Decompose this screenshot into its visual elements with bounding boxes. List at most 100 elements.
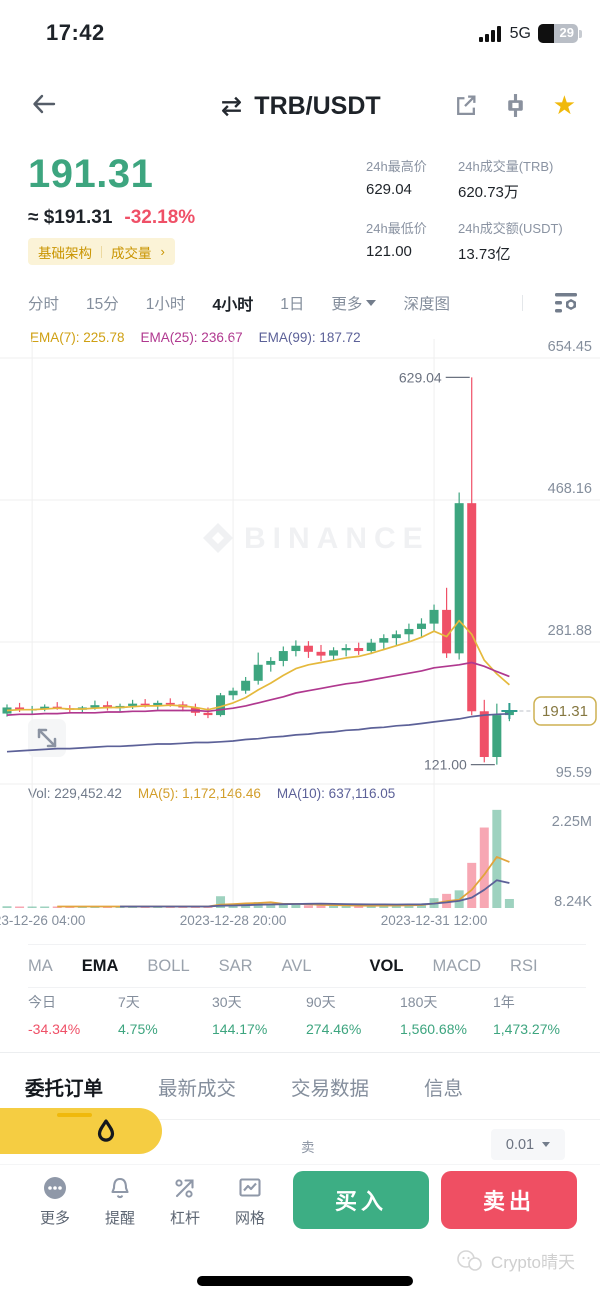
tab-timeframe-minute[interactable]: 分时: [28, 296, 60, 313]
tab-timeframe-1h[interactable]: 1小时: [145, 296, 186, 313]
ema25-legend: EMA(25): 236.67: [140, 330, 243, 345]
signal-icon: [478, 25, 503, 43]
candle: [203, 712, 213, 716]
home-indicator[interactable]: [197, 1276, 413, 1286]
pair-title-group[interactable]: TRB/USDT: [0, 92, 600, 121]
more-button[interactable]: 更多: [27, 1175, 83, 1228]
candle: [140, 703, 150, 706]
candle: [416, 623, 426, 629]
candle: [492, 715, 502, 758]
favorite-star-icon[interactable]: ★: [552, 90, 576, 120]
perf-value: 144.17%: [212, 1021, 268, 1037]
tab-timeframe-15m[interactable]: 15分: [86, 296, 119, 313]
candle: [316, 651, 326, 656]
grid-bot-button[interactable]: 网格: [222, 1175, 278, 1228]
bell-icon: [107, 1175, 133, 1201]
stat-label: 24h成交额(USDT): [458, 221, 563, 236]
stat-label: 24h最高价: [366, 159, 427, 174]
svg-text:2023-12-31 12:00: 2023-12-31 12:00: [381, 913, 488, 928]
sell-button[interactable]: 卖出: [441, 1171, 577, 1229]
candle: [228, 690, 238, 696]
tab-timeframe-1d[interactable]: 1日: [280, 296, 305, 313]
timeframe-more-dropdown[interactable]: 更多: [331, 292, 377, 314]
volume-bar: [416, 904, 426, 908]
perf-value: 1,473.27%: [493, 1021, 560, 1037]
back-button[interactable]: [28, 90, 58, 118]
price-change-percent: -32.18%: [124, 207, 196, 228]
sell-column-label: 卖: [301, 1140, 315, 1155]
margin-button[interactable]: 杠杆: [157, 1175, 213, 1228]
volume-bar: [492, 809, 502, 908]
buy-button[interactable]: 买入: [293, 1171, 429, 1229]
candle: [266, 660, 276, 665]
tab-timeframe-4h[interactable]: 4小时: [212, 297, 254, 314]
volume-bar: [40, 906, 50, 908]
candle-view-icon[interactable]: [504, 93, 527, 118]
candle: [467, 503, 477, 712]
price-chart-svg[interactable]: 654.45 468.16 281.88 95.59 2023-12-26 04:00 2…: [0, 325, 600, 928]
svg-text:95.59: 95.59: [556, 765, 592, 781]
status-time: 17:42: [46, 20, 105, 45]
tab-indicator-ema[interactable]: EMA: [81, 956, 119, 975]
svg-text:468.16: 468.16: [548, 481, 592, 497]
svg-text:BINANCE: BINANCE: [244, 522, 430, 555]
candle: [165, 702, 175, 705]
tab-indicator-avl[interactable]: AVL: [281, 956, 312, 975]
performance-stats: 今日 -34.34% 7天 4.75% 30天 144.17% 90天 274.…: [0, 992, 600, 1048]
price-grouping-dropdown[interactable]: 0.01: [491, 1129, 565, 1160]
ema7-legend: EMA(7): 225.78: [30, 330, 125, 345]
candle: [40, 706, 50, 709]
tab-indicator-rsi[interactable]: RSI: [510, 956, 538, 975]
divider: [0, 1119, 600, 1120]
stat-label: 24h最低价: [366, 221, 427, 236]
chevron-right-icon: ›: [160, 244, 165, 259]
stat-value: 629.04: [366, 181, 412, 198]
candle: [2, 707, 12, 714]
tab-indicator-ma[interactable]: MA: [28, 956, 53, 975]
tab-recent-trades[interactable]: 最新成交: [158, 1078, 237, 1100]
vol-ma10-legend: MA(10): 637,116.05: [276, 786, 396, 801]
volume-bar: [27, 906, 37, 908]
share-icon[interactable]: [453, 93, 478, 118]
volume-bar: [316, 905, 326, 908]
volume-bar: [379, 905, 389, 908]
chart-settings-icon[interactable]: [550, 288, 582, 318]
svg-text:2023-12-26 04:00: 2023-12-26 04:00: [0, 913, 85, 928]
volume-bar: [2, 906, 12, 908]
candle: [391, 634, 401, 639]
perf-value: 4.75%: [118, 1021, 158, 1037]
candle: [366, 642, 376, 652]
divider: [0, 1052, 600, 1053]
svg-text:281.88: 281.88: [548, 623, 592, 639]
candle: [404, 628, 414, 635]
tag-volume: 成交量: [111, 245, 152, 261]
tab-open-orders[interactable]: 委托订单: [25, 1078, 104, 1100]
alert-button[interactable]: 提醒: [92, 1175, 148, 1228]
watermark-text: Crypto晴天: [490, 1253, 575, 1272]
svg-text:654.45: 654.45: [548, 339, 592, 355]
tab-depth-chart[interactable]: 深度图: [403, 296, 450, 313]
perf-value: 274.46%: [306, 1021, 362, 1037]
tag-category: 基础架构: [38, 245, 92, 261]
tab-indicator-macd[interactable]: MACD: [432, 956, 482, 975]
tab-indicator-boll[interactable]: BOLL: [147, 956, 190, 975]
candle: [90, 705, 100, 708]
volume-bar: [467, 862, 477, 908]
back-arrow-icon: [28, 90, 58, 118]
volume-bar: [303, 905, 313, 908]
perf-label: 30天: [212, 994, 242, 1010]
chart-resize-icon: [28, 719, 66, 757]
candle: [479, 711, 489, 758]
volume-bar: [366, 905, 376, 908]
token-tags-badge[interactable]: 基础架构 成交量 ›: [28, 238, 175, 265]
tab-indicator-vol[interactable]: VOL: [369, 956, 404, 975]
chevron-down-icon: [542, 1142, 551, 1147]
bottom-action-bar: 更多 提醒 杠杆 网格 买入 卖出: [0, 1164, 600, 1249]
active-tab-underline: [57, 1113, 92, 1117]
tab-info[interactable]: 信息: [424, 1078, 464, 1100]
tab-indicator-sar[interactable]: SAR: [218, 956, 253, 975]
volume-bar: [329, 905, 339, 908]
svg-text:121.00: 121.00: [424, 757, 467, 773]
perf-label: 7天: [118, 994, 140, 1010]
tab-trading-data[interactable]: 交易数据: [291, 1078, 370, 1100]
